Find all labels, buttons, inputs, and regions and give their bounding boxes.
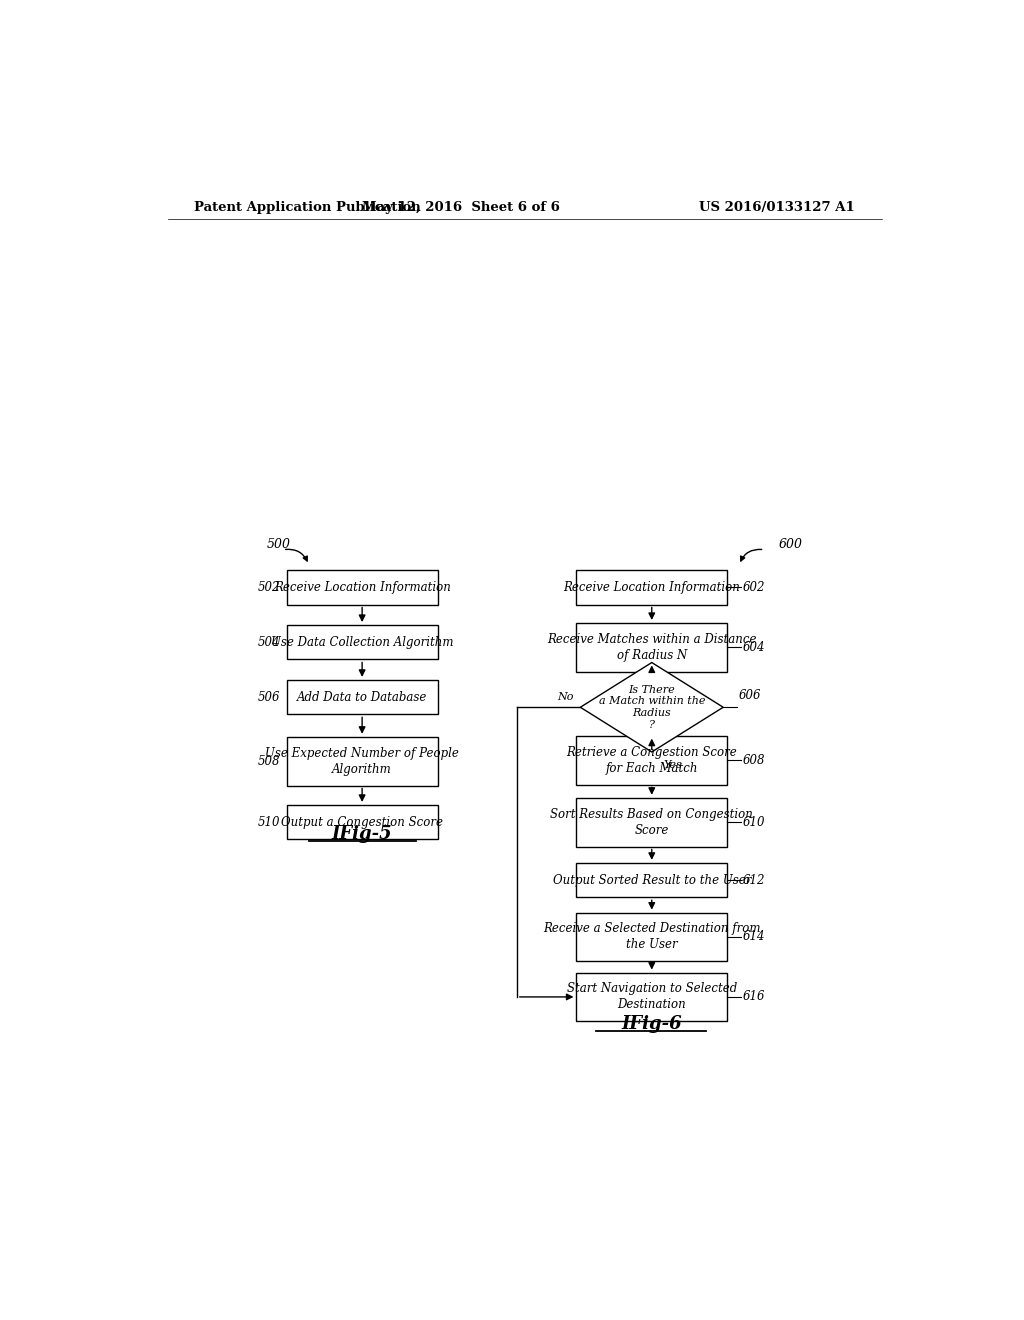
Text: 606: 606: [739, 689, 762, 701]
FancyArrowPatch shape: [740, 549, 762, 561]
Text: 502: 502: [258, 581, 281, 594]
Text: Use Expected Number of People
Algorithm: Use Expected Number of People Algorithm: [265, 747, 459, 776]
Text: No: No: [557, 692, 574, 702]
Text: Retrieve a Congestion Score
for Each Match: Retrieve a Congestion Score for Each Mat…: [566, 746, 737, 775]
Text: Receive Location Information: Receive Location Information: [273, 581, 451, 594]
Text: 600: 600: [778, 539, 803, 552]
FancyBboxPatch shape: [287, 805, 437, 840]
Text: May 12, 2016  Sheet 6 of 6: May 12, 2016 Sheet 6 of 6: [362, 201, 560, 214]
Text: IFig-6: IFig-6: [622, 1015, 682, 1034]
Text: Yes: Yes: [664, 760, 682, 770]
Text: Sort Results Based on Congestion
Score: Sort Results Based on Congestion Score: [550, 808, 754, 837]
Text: Output Sorted Result to the User: Output Sorted Result to the User: [553, 874, 751, 887]
FancyBboxPatch shape: [577, 797, 727, 846]
FancyBboxPatch shape: [287, 737, 437, 785]
FancyBboxPatch shape: [577, 570, 727, 605]
Text: IFig-5: IFig-5: [332, 825, 392, 843]
Text: 608: 608: [743, 754, 766, 767]
Text: Receive Location Information: Receive Location Information: [563, 581, 740, 594]
Text: 602: 602: [743, 581, 766, 594]
Text: 500: 500: [267, 539, 291, 552]
FancyBboxPatch shape: [577, 912, 727, 961]
FancyBboxPatch shape: [577, 863, 727, 898]
Text: Start Navigation to Selected
Destination: Start Navigation to Selected Destination: [566, 982, 737, 1011]
Text: 610: 610: [743, 816, 766, 829]
Text: Receive a Selected Destination from
the User: Receive a Selected Destination from the …: [543, 923, 761, 952]
Text: 508: 508: [258, 755, 281, 768]
FancyBboxPatch shape: [287, 680, 437, 714]
Text: Receive Matches within a Distance
of Radius N: Receive Matches within a Distance of Rad…: [547, 632, 757, 661]
Text: Add Data to Database: Add Data to Database: [297, 690, 427, 704]
FancyArrowPatch shape: [286, 549, 307, 561]
Text: Output a Congestion Score: Output a Congestion Score: [282, 816, 443, 829]
FancyBboxPatch shape: [577, 623, 727, 672]
Text: 612: 612: [743, 874, 766, 887]
FancyBboxPatch shape: [577, 973, 727, 1022]
Text: 510: 510: [258, 816, 281, 829]
Polygon shape: [581, 663, 723, 752]
Text: Patent Application Publication: Patent Application Publication: [194, 201, 421, 214]
Text: Use Data Collection Algorithm: Use Data Collection Algorithm: [271, 636, 454, 648]
Text: 604: 604: [743, 640, 766, 653]
Text: 506: 506: [258, 690, 281, 704]
FancyBboxPatch shape: [287, 570, 437, 605]
FancyBboxPatch shape: [287, 624, 437, 660]
Text: Is There
a Match within the
Radius
?: Is There a Match within the Radius ?: [598, 685, 706, 730]
Text: 504: 504: [258, 636, 281, 648]
Text: US 2016/0133127 A1: US 2016/0133127 A1: [699, 201, 855, 214]
FancyBboxPatch shape: [577, 735, 727, 784]
Text: 616: 616: [743, 990, 766, 1003]
Text: 614: 614: [743, 931, 766, 944]
